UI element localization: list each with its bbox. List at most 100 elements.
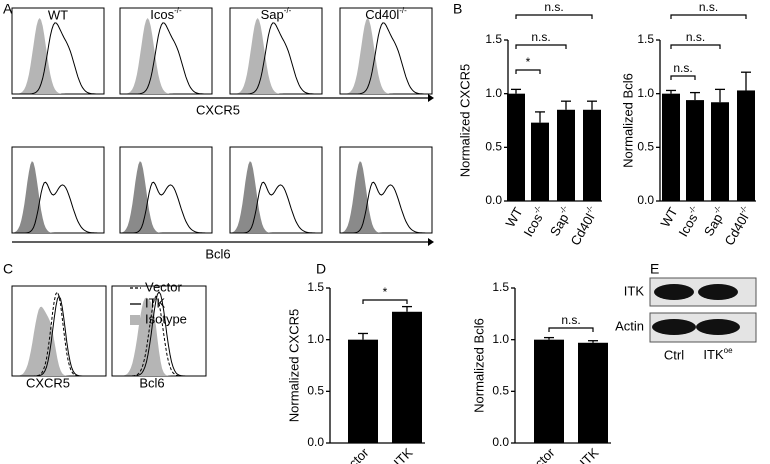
column-label: WT — [48, 7, 68, 22]
bar — [348, 339, 378, 443]
error-bar — [561, 100, 571, 110]
bar — [578, 342, 608, 443]
error-bar — [358, 332, 368, 340]
significance-label: n.s. — [686, 30, 705, 44]
isotype-histogram — [12, 18, 104, 94]
panel-letter: E — [650, 261, 659, 277]
bar — [583, 109, 601, 201]
isotype-histogram — [120, 161, 212, 233]
sample-histogram — [12, 295, 106, 377]
x-tick-label: Cd40l-/- — [567, 204, 602, 248]
bar — [711, 102, 729, 201]
bar — [686, 100, 704, 201]
sample-histogram — [112, 291, 206, 377]
histogram-frame — [11, 7, 105, 95]
significance-bracket — [548, 327, 594, 332]
x-tick-label: Icos-/- — [675, 204, 705, 240]
y-tick-label: 1.5 — [637, 32, 654, 46]
error-bar — [402, 305, 412, 312]
y-tick-label: 0.0 — [637, 193, 654, 207]
significance-bracket — [670, 14, 747, 19]
sample-histogram — [230, 22, 322, 95]
bar — [507, 93, 525, 201]
x-tick-label: Vector — [335, 444, 372, 464]
y-tick-label: 1.0 — [492, 332, 509, 346]
y-tick-label: 0.5 — [492, 384, 509, 398]
isotype-histogram — [120, 18, 212, 94]
error-bar — [715, 88, 725, 103]
error-bar — [544, 336, 554, 340]
y-axis-label: Normalized CXCR5 — [457, 64, 472, 177]
bar — [392, 311, 422, 443]
y-tick-label: 0.0 — [485, 193, 502, 207]
y-tick-label: 0.0 — [307, 435, 324, 449]
y-axis-label: Normalized Bcl6 — [471, 318, 486, 413]
significance-bracket — [515, 14, 593, 19]
column-label: Sap-/- — [261, 6, 292, 22]
significance-label: n.s. — [673, 61, 692, 75]
legend-label: Vector — [145, 279, 183, 294]
panel-letter: B — [453, 1, 462, 17]
y-tick-label: 1.5 — [307, 280, 324, 294]
significance-bracket — [515, 69, 541, 74]
significance-label: n.s. — [699, 0, 718, 14]
significance-bracket — [670, 75, 696, 80]
x-tick-label: Cd40l-/- — [721, 204, 756, 248]
significance-label: n.s. — [544, 0, 563, 14]
x-tick-label: ITK — [577, 445, 602, 464]
significance-label: n.s. — [531, 30, 550, 44]
legend-label: ITK — [145, 295, 166, 310]
error-bar — [511, 88, 521, 94]
error-bar — [666, 89, 676, 94]
bar — [531, 122, 549, 201]
arrow-head — [428, 238, 434, 246]
bar — [557, 109, 575, 201]
y-tick-label: 1.0 — [485, 86, 502, 100]
blot-band — [654, 284, 694, 300]
histogram-frame — [11, 285, 107, 377]
column-label: Icos-/- — [150, 6, 182, 22]
blot-band — [696, 319, 740, 335]
significance-label: * — [526, 55, 531, 69]
bar — [737, 90, 755, 201]
significance-label: n.s. — [561, 313, 580, 327]
x-tick-label: WT — [657, 205, 680, 230]
x-tick-label: WT — [502, 205, 525, 230]
panel-letter: C — [3, 261, 13, 277]
histogram-frame — [119, 7, 213, 95]
significance-label: * — [383, 285, 388, 299]
y-tick-label: 1.5 — [492, 280, 509, 294]
significance-bracket — [670, 44, 721, 49]
arrow-head — [428, 94, 434, 102]
error-bar — [588, 340, 598, 343]
isotype-histogram — [340, 18, 432, 94]
bar — [534, 339, 564, 443]
panel-letter: D — [316, 261, 326, 277]
histogram-frame — [339, 7, 433, 95]
y-tick-label: 0.5 — [637, 140, 654, 154]
panel-letter: A — [3, 1, 13, 17]
isotype-histogram — [230, 161, 322, 233]
blot-row-label: ITK — [624, 283, 645, 298]
lane-label: Ctrl — [664, 347, 684, 362]
x-tick-label: ITK — [391, 445, 416, 464]
y-tick-label: 1.0 — [637, 86, 654, 100]
y-axis-label: Normalized CXCR5 — [286, 309, 301, 422]
isotype-histogram — [340, 161, 432, 233]
error-bar — [587, 100, 597, 110]
sample-histogram — [230, 181, 322, 234]
blot-band — [652, 319, 696, 335]
histogram-frame — [229, 7, 323, 95]
x-label: Bcl6 — [139, 375, 164, 390]
blot-row-label: Actin — [615, 318, 644, 333]
isotype-histogram — [230, 18, 322, 94]
x-tick-label: Icos-/- — [520, 204, 550, 240]
error-bar — [690, 91, 700, 101]
sample-histogram — [340, 22, 432, 95]
sample-histogram — [120, 181, 212, 234]
isotype-histogram — [12, 306, 106, 376]
y-tick-label: 1.5 — [485, 32, 502, 46]
bar — [662, 93, 680, 201]
significance-bracket — [362, 299, 408, 304]
